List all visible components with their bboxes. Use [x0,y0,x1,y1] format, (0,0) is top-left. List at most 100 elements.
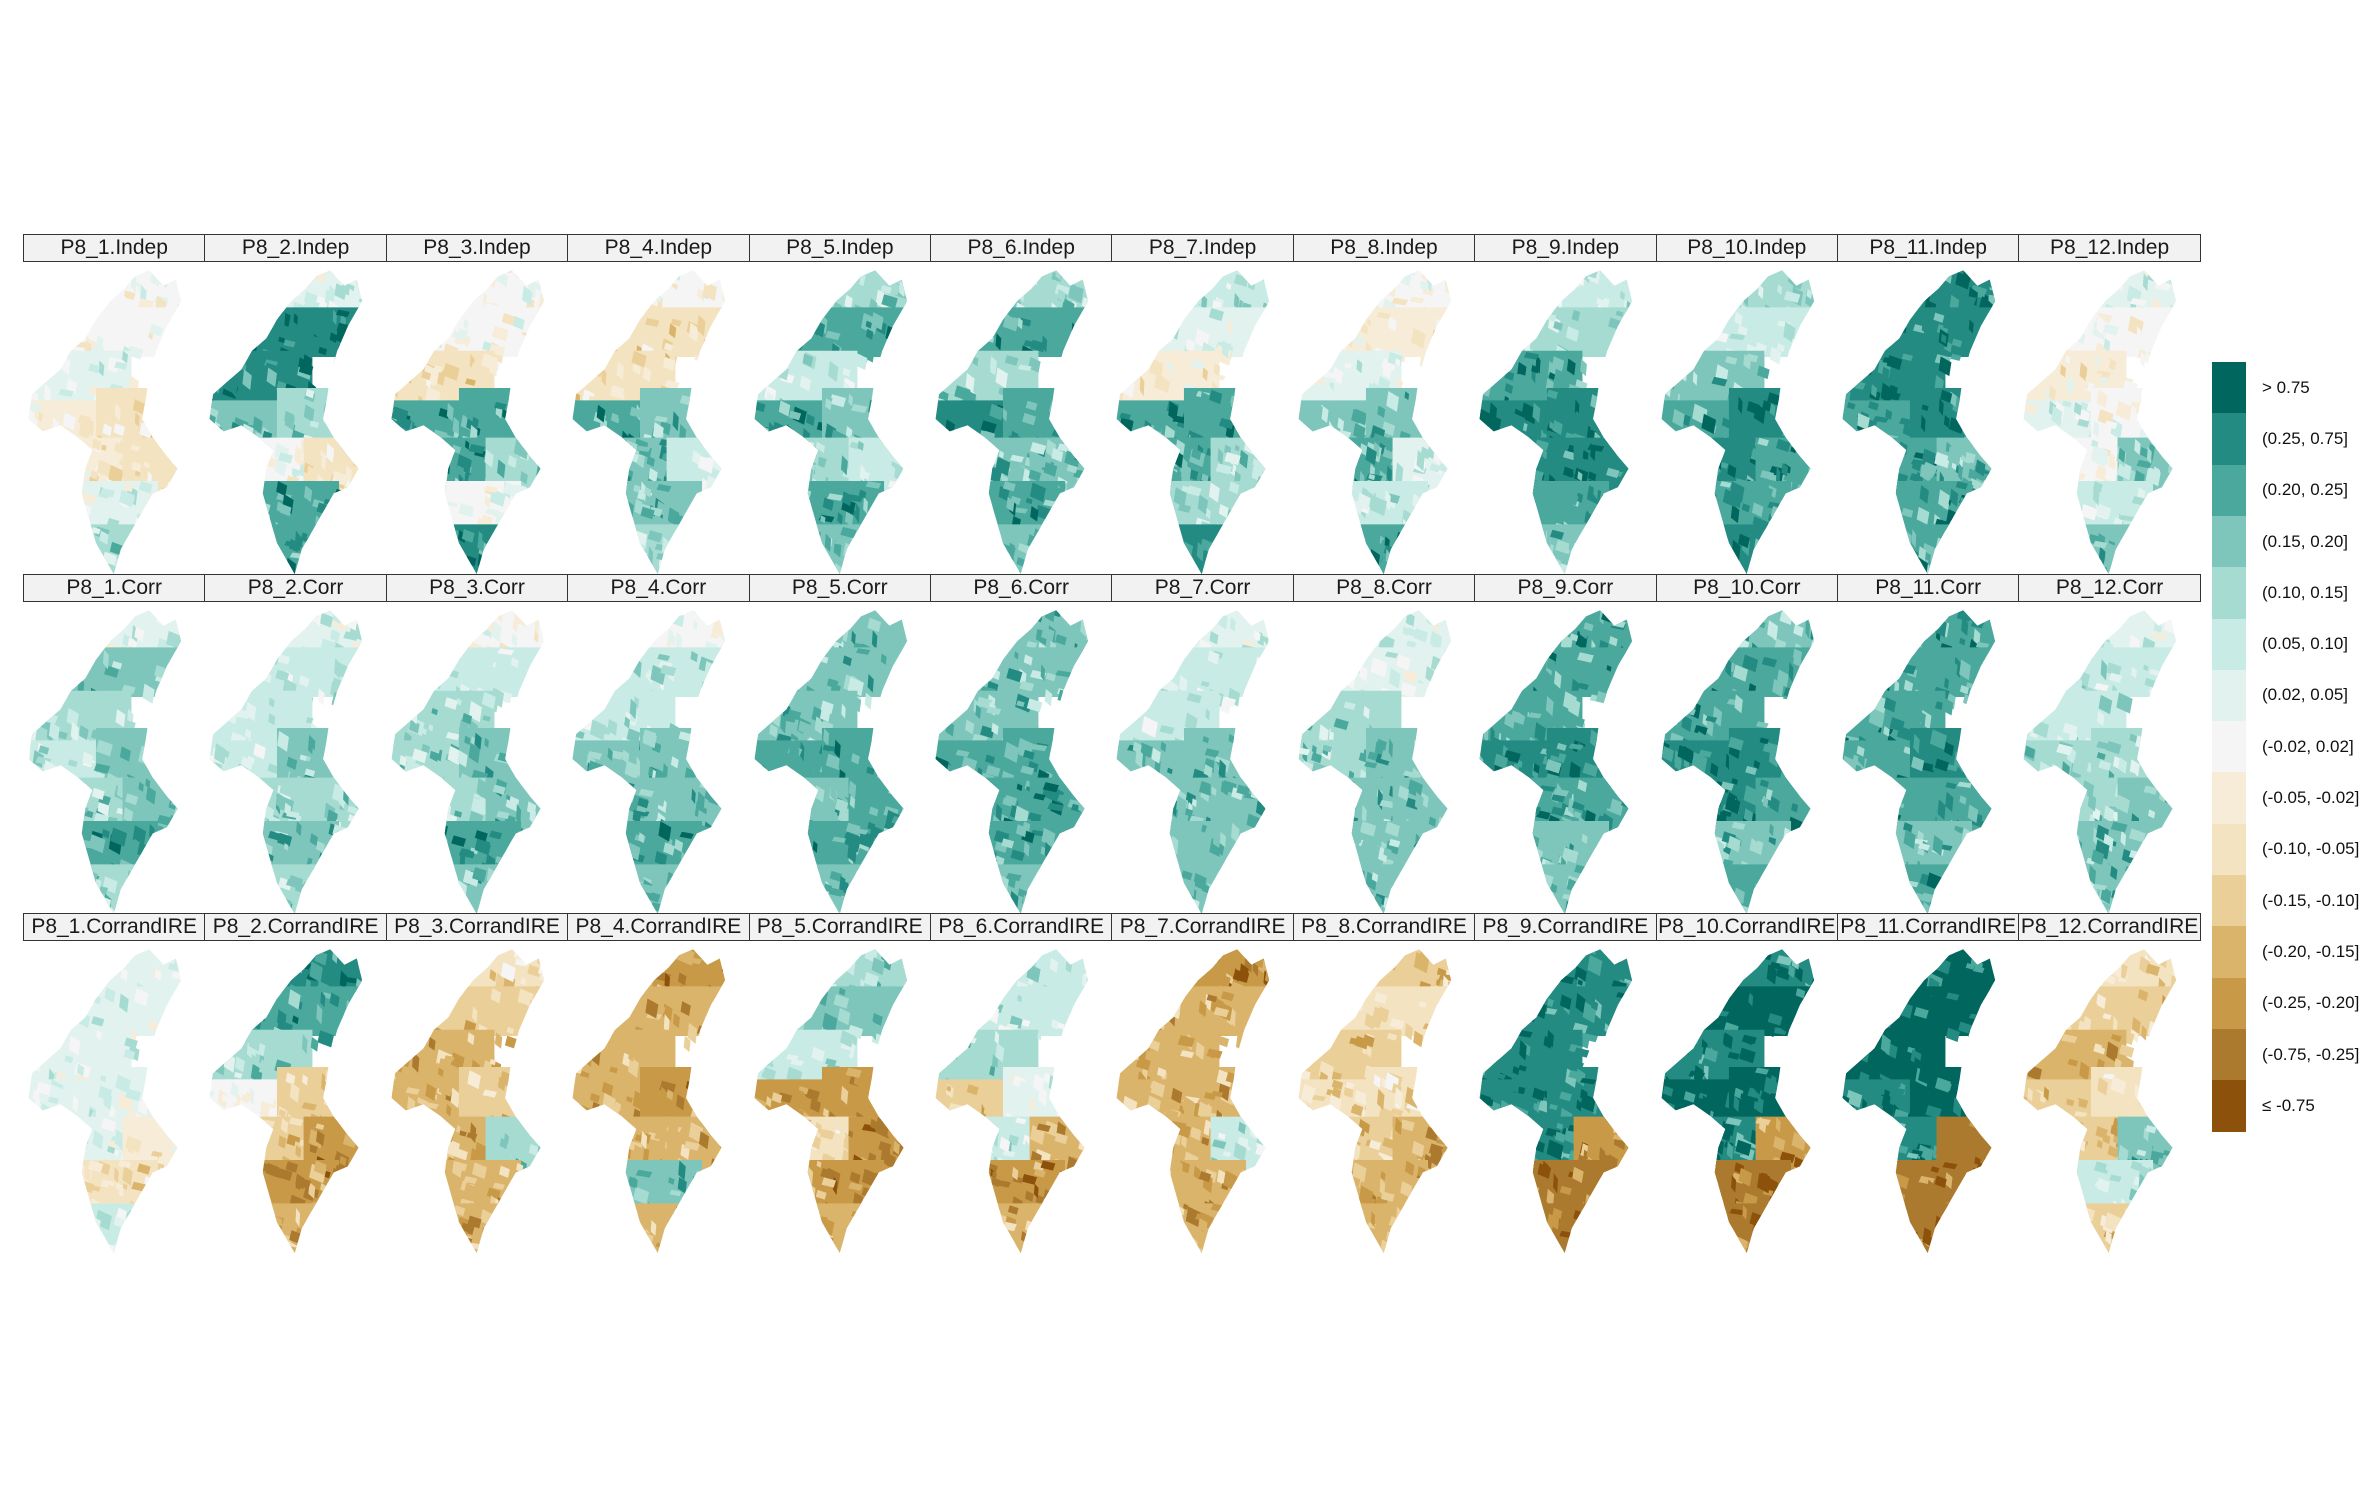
map-municipality-cell [1510,448,1520,470]
map-municipality-cell [1265,429,1270,439]
map-municipality-cell [1442,479,1451,487]
map-municipality-cell [834,798,848,814]
map-municipality-cell [678,731,692,742]
map-municipality-cell [177,783,182,803]
map-municipality-cell [305,388,315,399]
map-municipality-cell [686,882,701,898]
map-municipality-cell [1975,459,1986,477]
map-municipality-cell [1087,635,1089,651]
map-municipality-cell [623,851,632,862]
map-municipality-cell [1934,451,1951,469]
map-municipality-cell [1443,787,1451,804]
map-municipality-cell [1010,849,1025,862]
map-municipality-cell [70,812,85,824]
map-municipality-cell [1158,786,1171,803]
map-municipality-cell [1336,383,1352,405]
choropleth-map-panel [572,270,726,574]
map-municipality-cell [1758,316,1771,335]
map-municipality-cell [117,896,130,910]
map-municipality-cell [1316,441,1324,455]
map-municipality-cell [960,438,971,452]
map-municipality-cell [719,311,726,324]
map-municipality-cell [456,280,473,290]
map-municipality-cell [865,328,873,340]
map-municipality-cell [1582,459,1597,466]
map-municipality-cell [879,446,885,458]
map-municipality-cell [453,431,459,440]
map-municipality-cell [1503,750,1521,764]
map-municipality-cell [1012,507,1028,514]
map-municipality-cell [643,366,652,383]
map-municipality-cell [854,801,860,809]
map-municipality-cell [1196,281,1205,293]
map-municipality-cell [304,846,312,855]
map-municipality-cell [695,753,712,764]
map-municipality-cell [1921,404,1929,411]
map-municipality-cell [1059,522,1067,535]
map-municipality-cell [147,493,160,500]
map-municipality-cell [1396,654,1411,671]
map-municipality-cell [275,623,286,640]
map-municipality-cell [1388,738,1393,759]
map-municipality-cell [166,838,182,856]
map-municipality-cell [1780,524,1788,535]
map-municipality-cell [940,432,947,442]
map-municipality-cell [1140,375,1145,397]
map-municipality-cell [1783,291,1800,303]
map-municipality-cell [517,867,532,886]
map-municipality-cell [333,309,338,326]
map-municipality-cell [1527,712,1542,719]
map-municipality-cell [85,886,98,893]
map-municipality-cell [610,440,627,456]
map-municipality-cell [449,562,466,574]
map-municipality-cell [990,787,995,798]
map-municipality-cell [1633,688,1649,696]
map-municipality-cell [1663,378,1672,391]
map-municipality-cell [1209,631,1219,645]
map-municipality-cell [125,793,139,806]
map-municipality-cell [1504,712,1516,729]
map-municipality-cell [703,339,711,346]
map-municipality-cell [1572,275,1582,288]
map-municipality-cell [99,530,109,545]
map-municipality-cell [296,821,302,837]
map-municipality-cell [650,902,665,913]
map-municipality-cell [1596,295,1611,309]
map-municipality-cell [1234,561,1251,574]
map-municipality-cell [190,447,201,463]
map-municipality-cell [445,732,460,741]
map-municipality-cell [2095,356,2101,367]
map-municipality-cell [1231,822,1238,840]
map-municipality-cell [980,725,995,739]
map-municipality-cell [704,744,718,756]
map-municipality-cell [307,465,315,480]
map-municipality-cell [242,369,253,391]
map-municipality-cell [796,447,803,469]
map-municipality-cell [111,661,123,670]
map-municipality-cell [1432,434,1440,452]
map-municipality-cell [1149,358,1164,378]
map-municipality-cell [1628,663,1633,682]
map-municipality-cell [1085,294,1089,316]
map-municipality-cell [70,721,79,743]
choropleth-map-panel [935,270,1089,574]
map-municipality-cell [534,287,540,304]
map-municipality-cell [2049,384,2057,403]
map-municipality-cell [829,870,842,882]
map-municipality-cell [1388,838,1401,848]
map-municipality-cell [1459,789,1466,799]
map-municipality-cell [1446,313,1451,335]
map-municipality-cell [183,663,188,676]
map-municipality-cell [656,484,672,492]
map-municipality-cell [1506,433,1521,455]
map-municipality-cell [237,743,251,759]
map-municipality-cell [1404,391,1409,401]
map-municipality-cell [844,511,853,527]
map-municipality-cell [795,449,807,467]
map-municipality-cell [2141,396,2150,417]
map-municipality-cell [33,771,43,783]
map-municipality-cell [1995,331,2005,342]
facet-strip-label: P8_6.Corr [930,574,1113,602]
map-municipality-cell [398,776,408,795]
map-municipality-cell [246,439,258,457]
